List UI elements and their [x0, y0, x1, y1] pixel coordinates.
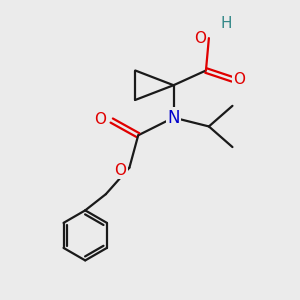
Text: H: H — [221, 16, 232, 31]
Text: O: O — [94, 112, 106, 127]
Text: O: O — [114, 163, 126, 178]
Text: N: N — [167, 109, 180, 127]
Text: O: O — [233, 72, 245, 87]
Text: O: O — [194, 31, 206, 46]
